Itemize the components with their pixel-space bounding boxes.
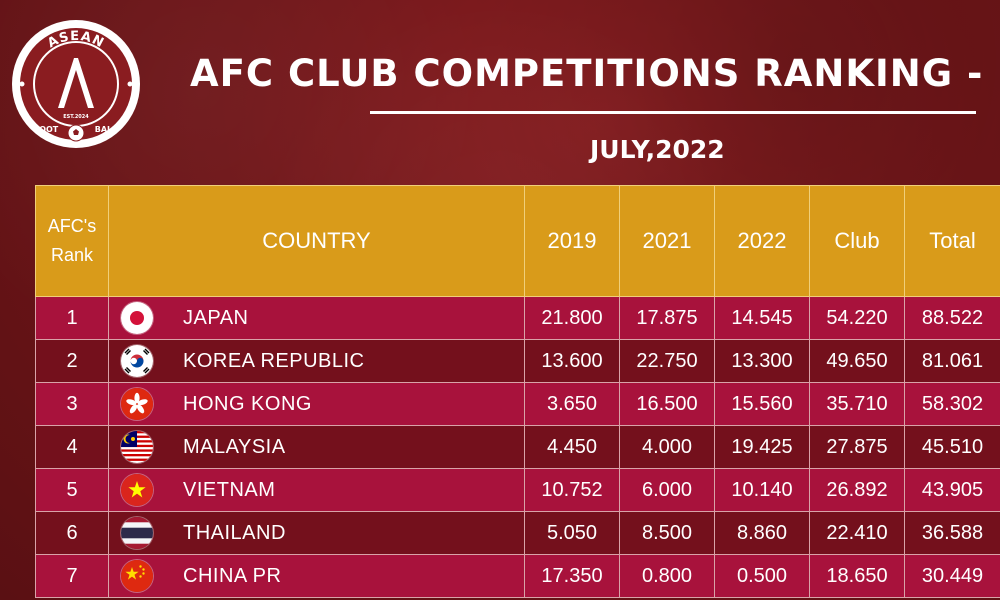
country-cell: JAPAN xyxy=(108,296,525,340)
table-row: 3 xyxy=(35,382,1000,426)
score-2019: 5.050 xyxy=(524,511,620,555)
score-2022: 0.500 xyxy=(714,554,810,598)
score-total: 43.905 xyxy=(904,468,1000,512)
table-row: 6 THAILAND 5.050 8.500 8.860 22.410 xyxy=(35,511,1000,555)
table-row: 5 VIETNAM 10.752 6.000 10.140 26.892 43.… xyxy=(35,468,1000,512)
score-total: 30.449 xyxy=(904,554,1000,598)
score-total: 58.302 xyxy=(904,382,1000,426)
score-2022: 10.140 xyxy=(714,468,810,512)
logo-bottom-right: BALL xyxy=(95,125,117,134)
country-cell: THAILAND xyxy=(108,511,525,555)
vietnam-flag-icon xyxy=(121,474,153,506)
rank-cell: 3 xyxy=(35,382,109,426)
logo-stars xyxy=(19,81,133,87)
thailand-flag-icon xyxy=(121,517,153,549)
football-icon xyxy=(67,124,85,142)
score-2021: 6.000 xyxy=(619,468,715,512)
country-cell: KOREA REPUBLIC xyxy=(108,339,525,383)
score-club: 18.650 xyxy=(809,554,905,598)
country-name: HONG KONG xyxy=(183,392,312,415)
header-2021: 2021 xyxy=(619,185,715,297)
score-2019: 21.800 xyxy=(524,296,620,340)
rank-cell: 6 xyxy=(35,511,109,555)
country-cell: CHINA PR xyxy=(108,554,525,598)
country-name: KOREA REPUBLIC xyxy=(183,349,365,372)
china-flag-icon xyxy=(121,560,153,592)
hong-kong-flag-icon xyxy=(121,388,153,420)
ranking-table: AFC's Rank COUNTRY 2019 2021 2022 Club T… xyxy=(35,185,1000,598)
score-club: 22.410 xyxy=(809,511,905,555)
rank-cell: 4 xyxy=(35,425,109,469)
header-total: Total xyxy=(904,185,1000,297)
header-2022: 2022 xyxy=(714,185,810,297)
country-name: JAPAN xyxy=(183,306,249,329)
japan-flag-icon xyxy=(121,302,153,334)
country-name: THAILAND xyxy=(183,521,286,544)
rank-cell: 5 xyxy=(35,468,109,512)
score-2021: 16.500 xyxy=(619,382,715,426)
header-club: Club xyxy=(809,185,905,297)
score-total: 81.061 xyxy=(904,339,1000,383)
score-club: 35.710 xyxy=(809,382,905,426)
svg-text:ASEAN: ASEAN xyxy=(45,29,107,51)
country-name: MALAYSIA xyxy=(183,435,286,458)
score-2019: 17.350 xyxy=(524,554,620,598)
rank-cell: 1 xyxy=(35,296,109,340)
korea-flag-icon xyxy=(121,345,153,377)
asean-football-logo: ASEAN EST.2024 FOOT BALL xyxy=(10,18,142,150)
score-club: 49.650 xyxy=(809,339,905,383)
score-2022: 19.425 xyxy=(714,425,810,469)
score-2019: 4.450 xyxy=(524,425,620,469)
score-2019: 13.600 xyxy=(524,339,620,383)
score-2021: 4.000 xyxy=(619,425,715,469)
country-cell: HONG KONG xyxy=(108,382,525,426)
header-rank-line2: Rank xyxy=(50,245,94,265)
malaysia-flag-icon xyxy=(121,431,153,463)
score-2019: 10.752 xyxy=(524,468,620,512)
score-total: 88.522 xyxy=(904,296,1000,340)
logo-est-text: EST.2024 xyxy=(63,114,89,120)
score-2021: 17.875 xyxy=(619,296,715,340)
logo-top-text: ASEAN xyxy=(45,29,106,51)
score-total: 36.588 xyxy=(904,511,1000,555)
country-name: CHINA PR xyxy=(183,564,282,587)
table-row: 7 CHINA PR 17. xyxy=(35,554,1000,598)
header-rank: AFC's Rank xyxy=(35,185,109,297)
score-2022: 15.560 xyxy=(714,382,810,426)
header-country: COUNTRY xyxy=(108,185,525,297)
score-2021: 0.800 xyxy=(619,554,715,598)
score-2022: 13.300 xyxy=(714,339,810,383)
header-rank-line1: AFC's xyxy=(47,216,97,236)
page-title: AFC CLUB COMPETITIONS RANKING - E xyxy=(190,52,1000,95)
table-row: 1 JAPAN 21.800 17.875 14.545 54.220 88.5… xyxy=(35,296,1000,340)
rank-cell: 2 xyxy=(35,339,109,383)
table-header-row: AFC's Rank COUNTRY 2019 2021 2022 Club T… xyxy=(35,185,1000,297)
score-2019: 3.650 xyxy=(524,382,620,426)
country-name: VIETNAM xyxy=(183,478,276,501)
score-club: 26.892 xyxy=(809,468,905,512)
header-2019: 2019 xyxy=(524,185,620,297)
table-row: 4 xyxy=(35,425,1000,469)
score-2022: 14.545 xyxy=(714,296,810,340)
rank-cell: 7 xyxy=(35,554,109,598)
title-underline xyxy=(370,111,976,114)
ranking-date: JULY,2022 xyxy=(590,135,725,164)
score-2021: 22.750 xyxy=(619,339,715,383)
score-2021: 8.500 xyxy=(619,511,715,555)
table-row: 2 xyxy=(35,339,1000,383)
score-club: 27.875 xyxy=(809,425,905,469)
logo-bottom-left: FOOT xyxy=(34,125,59,134)
score-2022: 8.860 xyxy=(714,511,810,555)
score-club: 54.220 xyxy=(809,296,905,340)
country-cell: VIETNAM xyxy=(108,468,525,512)
country-cell: MALAYSIA xyxy=(108,425,525,469)
score-total: 45.510 xyxy=(904,425,1000,469)
